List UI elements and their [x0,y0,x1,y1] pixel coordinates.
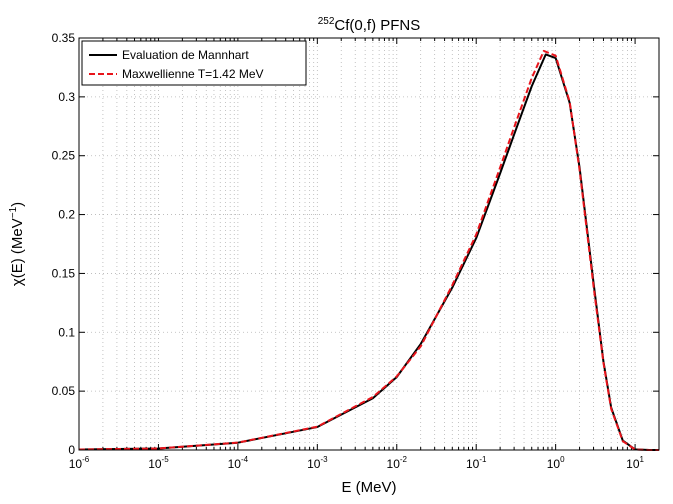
chart-title-main: Cf(0,f) PFNS [334,17,420,34]
grid [79,38,659,450]
plot-frame [78,37,660,451]
y-tick-label: 0.05 [52,384,76,398]
x-tick-label: 10-6 [69,455,90,471]
y-axis-label-superscript: −1 [8,206,19,218]
x-tick-label: 100 [547,455,565,471]
series-layer [78,49,659,451]
series-line-maxwellienne [78,49,659,451]
y-tick-label: 0.15 [52,266,76,280]
x-tick-label: 101 [626,455,644,471]
y-axis-label-main: χ(E) (MeV [9,218,26,286]
legend-box [81,40,307,86]
chart-title: 252Cf(0,f) PFNS [318,16,421,34]
y-tick-label: 0.25 [52,149,76,163]
legend-label-maxwellienne: Maxwellienne T=1.42 MeV [122,67,264,81]
y-tick-label: 0.2 [58,208,75,222]
y-tick-label: 0.1 [58,325,75,339]
y-tick-label: 0.3 [58,90,75,104]
x-tick-label: 10-4 [228,455,249,471]
tick-labels: 0 0.05 0.1 0.15 0.2 0.25 0.3 0.35 10-6 10-5 10-4 10… [52,31,645,471]
x-tick-label: 10-5 [148,455,169,471]
plot-background [79,38,659,450]
legend-label-mannhart: Evaluation de Mannhart [122,48,249,62]
y-axis-label: χ(E) (MeV−1) [8,202,26,286]
legend: Evaluation de Mannhart Maxwellienne T=1.… [81,40,307,86]
y-tick-label: 0 [68,443,75,457]
x-tick-label: 10-3 [307,455,328,471]
x-tick-label: 10-2 [387,455,408,471]
x-tick-label: 10-1 [466,455,487,471]
y-tick-label: 0.35 [52,31,76,45]
x-axis-label: E (MeV) [341,479,396,496]
chart-title-superscript: 252 [318,16,335,27]
y-axis-label-close: ) [9,202,26,207]
